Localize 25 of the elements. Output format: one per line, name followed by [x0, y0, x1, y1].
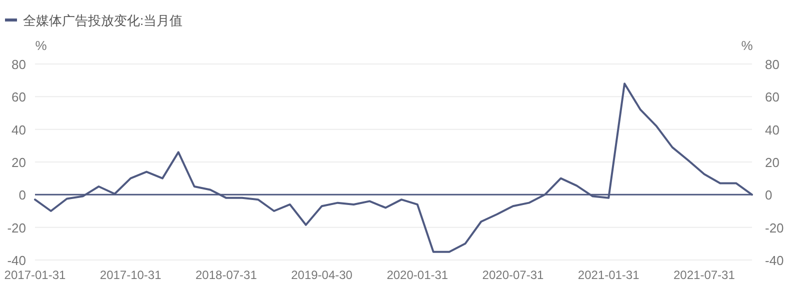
x-tick-label: 2017-01-31	[4, 268, 66, 282]
y2-tick-label: 60	[765, 90, 780, 105]
y2-tick-label: 0	[765, 188, 772, 203]
y-tick-label: 40	[12, 122, 26, 138]
y-tick-label: -40	[7, 253, 26, 268]
y-tick-label: 60	[12, 90, 26, 105]
x-tick-label: 2019-04-30	[291, 268, 353, 282]
x-tick-label: 2020-07-31	[482, 268, 544, 282]
y-axis-title: %	[35, 38, 48, 53]
y2-tick-label: -20	[765, 220, 784, 236]
legend-label: 全媒体广告投放变化:当月值	[23, 13, 183, 28]
y-tick-label: 80	[12, 57, 26, 72]
y2-tick-label: 20	[765, 155, 780, 170]
x-tick-label: 2021-07-31	[674, 268, 736, 282]
y2-tick-label: -40	[765, 253, 784, 268]
x-tick-label: 2018-07-31	[196, 268, 258, 282]
y-tick-label: 20	[12, 155, 26, 170]
y2-axis-title: %	[741, 38, 754, 53]
x-tick-label: 2021-01-31	[578, 268, 640, 282]
x-tick-label: 2017-10-31	[100, 268, 162, 282]
x-tick-label: 2020-01-31	[386, 268, 448, 282]
y2-tick-label: 40	[765, 122, 780, 138]
y-tick-label: -20	[7, 220, 26, 236]
y2-tick-label: 80	[765, 57, 780, 72]
y-tick-label: 0	[18, 188, 26, 203]
